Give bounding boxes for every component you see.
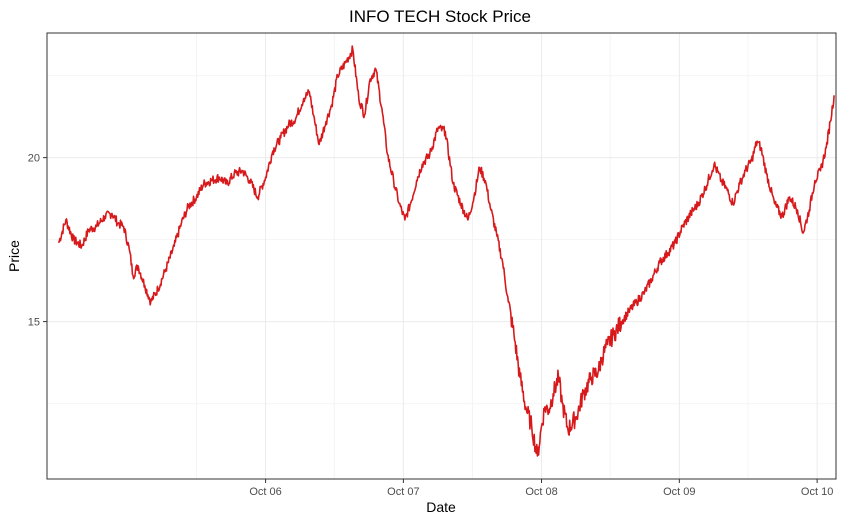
x-tick-label: Oct 07 xyxy=(387,486,419,498)
y-tick-label: 20 xyxy=(28,153,40,165)
x-tick-label: Oct 08 xyxy=(525,486,557,498)
plot-area xyxy=(57,45,835,457)
x-tick-label: Oct 10 xyxy=(801,486,833,498)
grid-lines xyxy=(47,33,836,479)
y-tick-label: 15 xyxy=(28,317,40,329)
panel-background xyxy=(47,33,836,479)
panel-border xyxy=(46,32,837,480)
axes: Oct 06 Oct 07 Oct 08 Oct 09 Oct 10 15 20 xyxy=(28,153,834,498)
chart-title: INFO TECH Stock Price xyxy=(349,7,531,26)
y-axis-title: Price xyxy=(6,240,22,272)
x-tick-label: Oct 09 xyxy=(663,486,695,498)
x-axis-title: Date xyxy=(426,499,456,515)
x-tick-label: Oct 06 xyxy=(249,486,281,498)
price-series-line xyxy=(57,45,835,457)
